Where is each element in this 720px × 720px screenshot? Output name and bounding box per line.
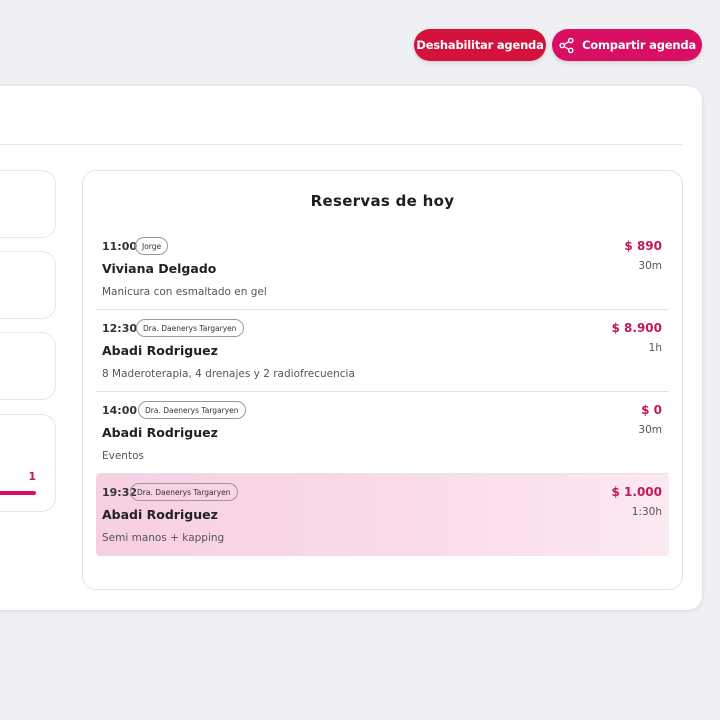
panel-divider <box>0 144 682 145</box>
staff-tag: Dra. Daenerys Targaryen <box>136 319 244 337</box>
reservation-price: $ 1.000 <box>611 485 662 499</box>
progress-bar <box>0 491 36 495</box>
reservation-duration: 1h <box>648 342 662 354</box>
client-name: Viviana Delgado <box>102 261 217 276</box>
todays-reservations-card: Reservas de hoy 11:00 Jorge Viviana Delg… <box>82 170 683 590</box>
reservation-item[interactable]: 14:00 Dra. Daenerys Targaryen Abadi Rodr… <box>96 392 669 474</box>
service-description: Manicura con esmaltado en gel <box>102 286 267 298</box>
progress-card: 1 <box>0 414 56 512</box>
client-name: Abadi Rodriguez <box>102 507 218 522</box>
reservation-time: 19:32 <box>102 486 138 499</box>
reservation-time: 11:00 <box>102 240 138 253</box>
stat-card <box>0 332 56 400</box>
progress-value: 1 <box>28 470 36 483</box>
reservation-time: 14:00 <box>102 404 138 417</box>
stat-card <box>0 251 56 319</box>
disable-agenda-button[interactable]: Deshabilitar agenda <box>414 29 546 61</box>
reservation-duration: 30m <box>638 424 662 436</box>
staff-tag: Jorge <box>135 237 169 255</box>
reservation-item-highlighted[interactable]: 19:32 Dra. Daenerys Targaryen Abadi Rodr… <box>96 474 669 556</box>
service-description: Semi manos + kapping <box>102 532 225 544</box>
service-description: 8 Maderoterapia, 4 drenajes y 2 radiofre… <box>102 368 355 380</box>
client-name: Abadi Rodriguez <box>102 425 218 440</box>
staff-tag: Dra. Daenerys Targaryen <box>130 483 238 501</box>
stat-card <box>0 170 56 238</box>
reservation-duration: 1:30h <box>631 506 662 518</box>
share-icon <box>559 37 574 53</box>
reservation-duration: 30m <box>638 260 662 272</box>
reservation-price: $ 8.900 <box>611 321 662 335</box>
client-name: Abadi Rodriguez <box>102 343 218 358</box>
share-agenda-button[interactable]: Compartir agenda <box>552 29 702 61</box>
reservation-item[interactable]: 11:00 Jorge Viviana Delgado Manicura con… <box>96 228 669 310</box>
share-agenda-label: Compartir agenda <box>582 38 696 52</box>
reservation-time: 12:30 <box>102 322 138 335</box>
reservation-price: $ 0 <box>641 403 662 417</box>
staff-tag: Dra. Daenerys Targaryen <box>138 401 246 419</box>
reservation-price: $ 890 <box>624 239 662 253</box>
reservation-item[interactable]: 12:30 Dra. Daenerys Targaryen Abadi Rodr… <box>96 310 669 392</box>
service-description: Eventos <box>102 450 144 462</box>
reservations-title: Reservas de hoy <box>310 192 455 210</box>
